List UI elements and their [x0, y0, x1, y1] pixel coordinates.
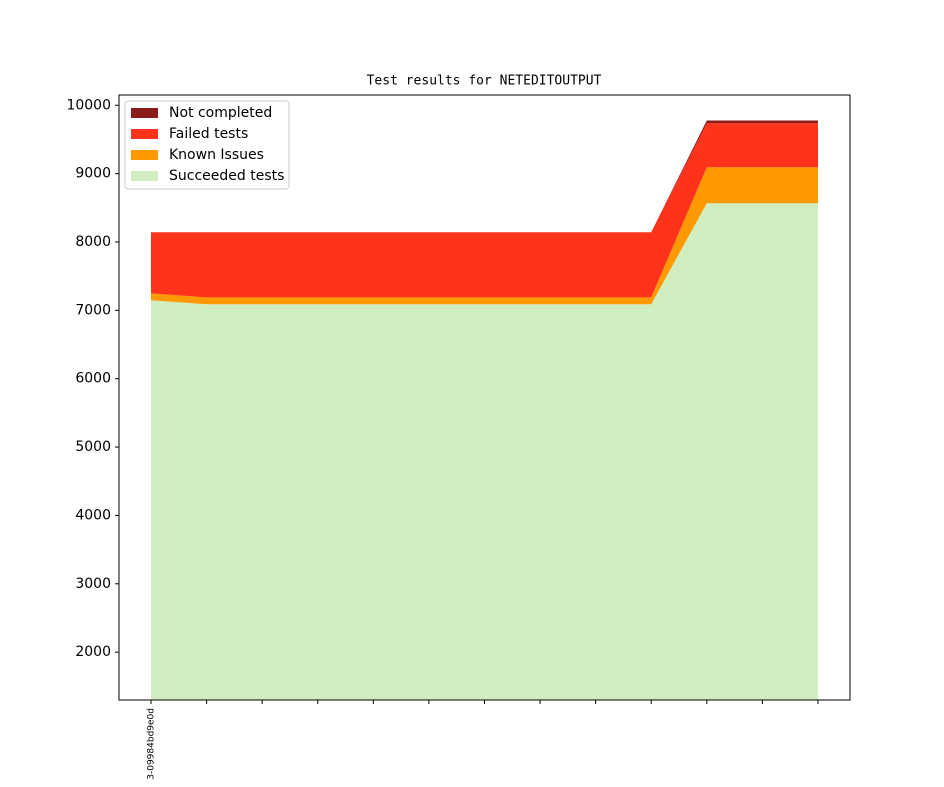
y-tick-label: 2000: [75, 644, 111, 660]
y-tick-label: 8000: [75, 234, 111, 250]
area: [151, 167, 818, 305]
legend-label: Succeeded tests: [169, 168, 284, 184]
legend-swatch: [131, 150, 158, 160]
y-tick-label: 3000: [75, 576, 111, 592]
legend-swatch: [131, 171, 158, 181]
legend-label: Known Issues: [169, 147, 264, 163]
y-tick-label: 7000: [75, 302, 111, 318]
y-tick-label: 9000: [75, 166, 111, 182]
x-tick-label: 3-09984bd9e0d: [147, 708, 157, 780]
y-tick-label: 10000: [66, 97, 111, 113]
chart-title: Test results for NETEDITOUTPUT: [367, 74, 602, 89]
legend-swatch: [131, 108, 158, 118]
legend-swatch: [131, 129, 158, 139]
legend-box: [124, 100, 290, 190]
area: [151, 123, 818, 298]
area: [151, 203, 818, 700]
y-tick-label: 6000: [75, 371, 111, 387]
y-tick-label: 5000: [75, 439, 111, 455]
legend-label: Not completed: [169, 105, 272, 121]
legend-label: Failed tests: [169, 126, 248, 142]
y-tick-label: 4000: [75, 507, 111, 523]
